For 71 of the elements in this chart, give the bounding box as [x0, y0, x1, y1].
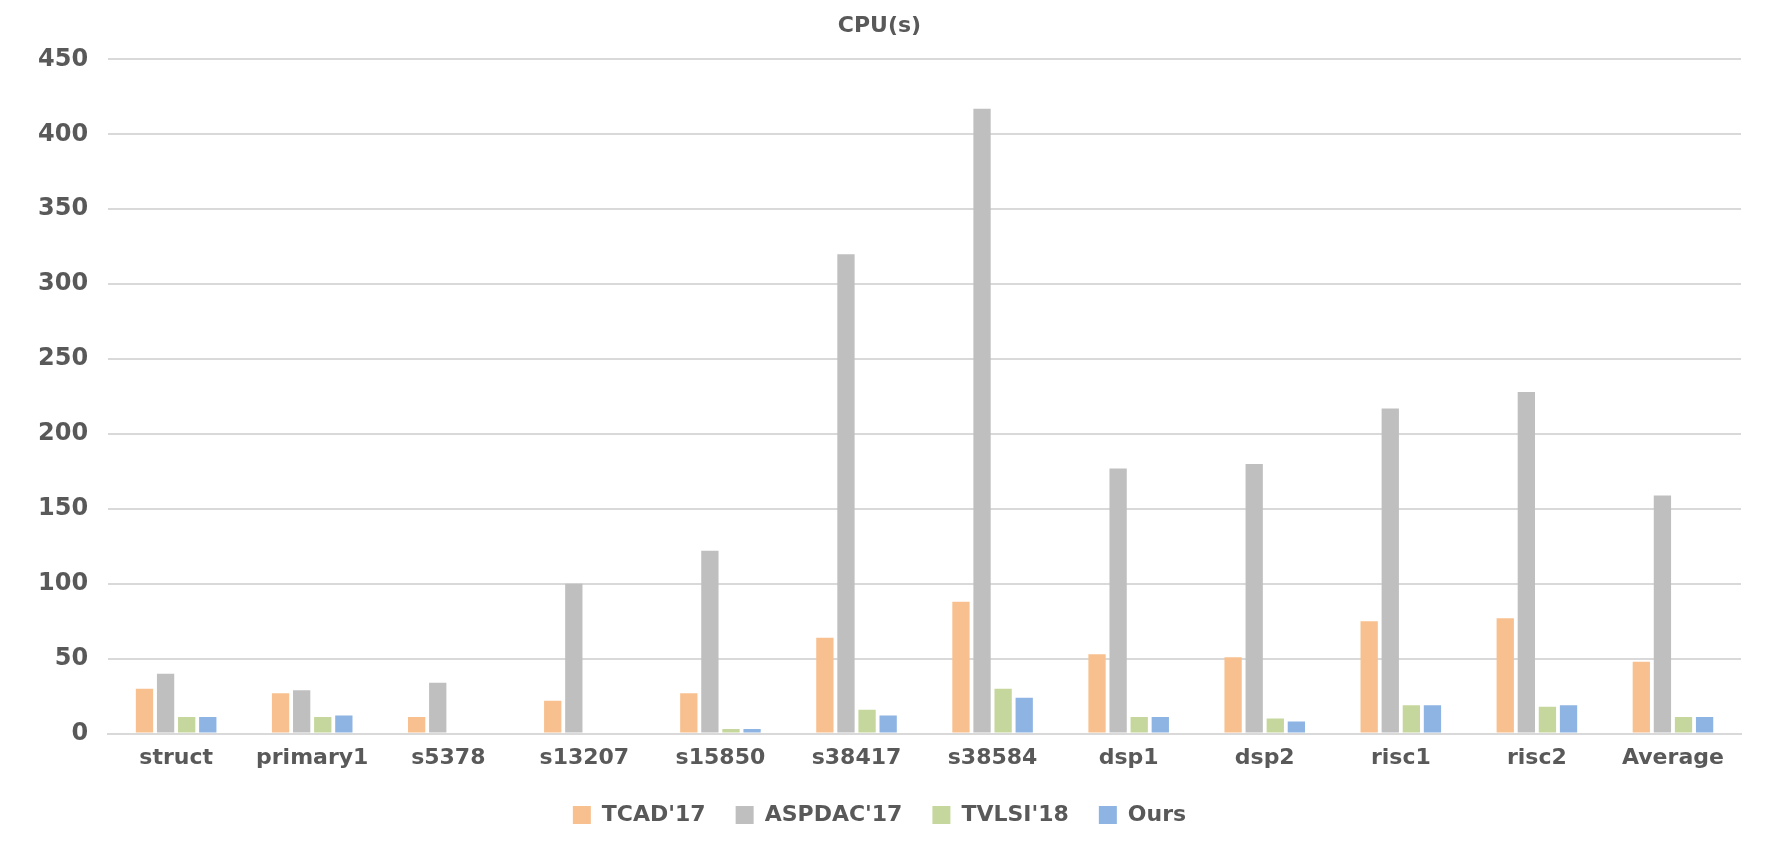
bar [271, 693, 290, 733]
bar [1088, 654, 1106, 733]
x-tick-label: primary1 [256, 743, 369, 769]
legend-label: TVLSI'18 [961, 800, 1069, 826]
bar [879, 715, 897, 733]
x-tick-label: struct [139, 743, 214, 769]
bar [837, 254, 855, 733]
x-tick-label: s38584 [947, 743, 1038, 769]
bar [293, 690, 311, 733]
bar [1517, 392, 1535, 733]
bar [973, 108, 991, 733]
bar [1653, 495, 1672, 733]
bar [1266, 718, 1284, 733]
bar [722, 729, 740, 733]
y-tick-label: 0 [71, 717, 89, 746]
legend-label: TCAD'17 [601, 800, 706, 826]
bar [701, 550, 719, 733]
y-tick-label: 100 [37, 568, 89, 597]
bar [858, 709, 876, 733]
x-tick-label: risc1 [1370, 743, 1431, 769]
bar [1632, 661, 1650, 733]
bar [1130, 717, 1148, 733]
chart-title: CPU(s) [837, 11, 922, 37]
bar [1423, 705, 1442, 733]
legend-label: Ours [1127, 800, 1187, 826]
x-tick-label: dsp2 [1234, 743, 1295, 769]
x-tick-label: s5378 [411, 743, 486, 769]
y-tick-label: 200 [37, 418, 89, 447]
bar [816, 637, 834, 733]
bar [1538, 706, 1557, 733]
bar [1151, 717, 1169, 733]
y-tick-label: 150 [37, 493, 89, 522]
bar [994, 688, 1012, 733]
bar [565, 583, 583, 733]
y-tick-label: 400 [37, 118, 89, 147]
legend-label: ASPDAC'17 [764, 800, 903, 826]
bar [1245, 463, 1263, 733]
bar [199, 717, 217, 733]
bar [1109, 468, 1127, 733]
bar [544, 700, 562, 733]
bar [178, 717, 196, 733]
bar [1559, 705, 1578, 733]
bar [135, 688, 154, 733]
y-tick-label: 450 [37, 43, 89, 72]
x-tick-label: s38417 [811, 743, 902, 769]
bar [680, 693, 698, 733]
y-tick-label: 50 [54, 642, 89, 671]
bar [335, 715, 353, 733]
bar [314, 717, 332, 733]
y-tick-label: 350 [37, 193, 89, 222]
bar [429, 682, 447, 733]
bar [1015, 697, 1033, 733]
bar [1674, 717, 1693, 733]
x-tick-label: dsp1 [1098, 743, 1159, 769]
bar [156, 673, 175, 733]
y-tick-label: 250 [37, 343, 89, 372]
bar [1402, 705, 1421, 733]
bar [952, 601, 970, 733]
bar [1287, 721, 1306, 733]
bar [1496, 618, 1514, 733]
bar [1695, 717, 1714, 733]
x-tick-label: Average [1622, 743, 1724, 769]
bar [743, 729, 761, 733]
bar [1381, 408, 1399, 733]
bar [1360, 621, 1378, 733]
y-tick-label: 300 [37, 268, 89, 297]
x-tick-label: risc2 [1506, 743, 1567, 769]
x-tick-label: s13207 [539, 743, 630, 769]
x-tick-label: s15850 [675, 743, 766, 769]
bar [1224, 657, 1242, 733]
bar [408, 717, 426, 733]
